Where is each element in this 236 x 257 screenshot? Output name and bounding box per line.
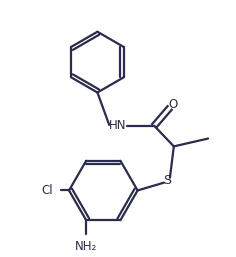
Text: NH₂: NH₂ — [75, 240, 97, 253]
Text: O: O — [168, 98, 177, 111]
Text: Cl: Cl — [42, 184, 53, 197]
Text: S: S — [163, 174, 171, 187]
Text: HN: HN — [109, 119, 127, 132]
